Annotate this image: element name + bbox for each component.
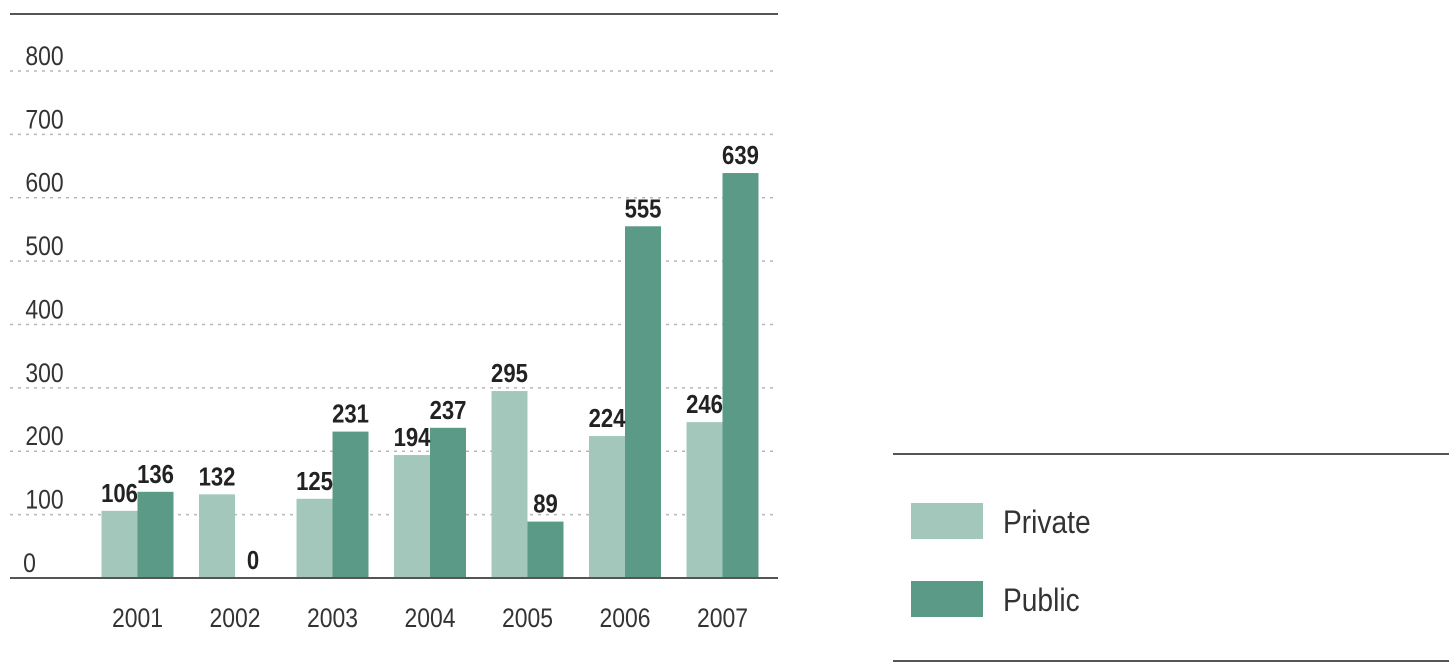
x-tick-label: 2001	[112, 603, 163, 633]
bar-private-2004	[394, 455, 430, 578]
y-tick-label: 700	[25, 105, 63, 135]
legend-swatch-public	[911, 581, 983, 617]
y-tick-label: 600	[25, 168, 63, 198]
bar-public-2006	[625, 226, 661, 579]
data-label-private-2006: 224	[589, 404, 626, 433]
data-label-public-2001: 136	[137, 460, 174, 489]
x-tick-label: 2005	[502, 603, 553, 633]
bar-public-2005	[527, 521, 564, 578]
x-tick-label: 2003	[307, 603, 358, 633]
bar-public-2001	[137, 491, 174, 578]
bar-public-2004	[430, 427, 466, 578]
data-label-public-2003: 231	[332, 400, 369, 429]
x-tick-label: 2007	[697, 603, 748, 633]
data-label-private-2002: 132	[199, 463, 236, 492]
y-tick-label: 0	[23, 548, 36, 578]
data-label-public-2006: 555	[625, 195, 662, 224]
data-label-private-2004: 194	[394, 423, 431, 452]
y-tick-label: 500	[25, 231, 63, 261]
bar-private-2001	[101, 510, 138, 578]
data-label-public-2005: 89	[533, 490, 558, 519]
legend: Private Public	[893, 453, 1449, 662]
bar-private-2002	[199, 494, 235, 578]
legend-label-public: Public	[1003, 583, 1080, 618]
bar-public-2007	[722, 173, 759, 578]
legend-label-private: Private	[1003, 505, 1091, 540]
x-tick-label: 2006	[599, 603, 650, 633]
bars	[101, 173, 759, 579]
data-label-private-2001: 106	[101, 479, 138, 508]
y-tick-label: 100	[25, 485, 63, 515]
data-label-private-2005: 295	[491, 359, 528, 388]
x-tick-label: 2002	[209, 603, 260, 633]
bar-private-2005	[491, 391, 528, 578]
bar-private-2006	[589, 436, 625, 578]
data-label-public-2007: 639	[722, 141, 759, 170]
y-tick-label: 300	[25, 358, 63, 388]
y-axis-ticks: 0 100 200 300 400 500 600 700 800	[23, 41, 64, 578]
y-tick-label: 800	[25, 41, 63, 71]
y-tick-label: 200	[25, 422, 63, 452]
data-label-public-2002: 0	[247, 546, 259, 575]
legend-swatch-private	[911, 503, 983, 539]
y-tick-label: 400	[25, 295, 63, 325]
bar-private-2007	[686, 422, 723, 578]
x-tick-label: 2004	[404, 603, 455, 633]
data-label-public-2004: 237	[430, 396, 467, 425]
data-label-private-2003: 125	[296, 467, 333, 496]
x-axis-ticks: 2001 2002 2003 2004 2005 2006 2007	[112, 603, 748, 633]
data-label-private-2007: 246	[686, 390, 723, 419]
bar-private-2003	[296, 498, 333, 578]
bar-public-2003	[332, 431, 369, 578]
